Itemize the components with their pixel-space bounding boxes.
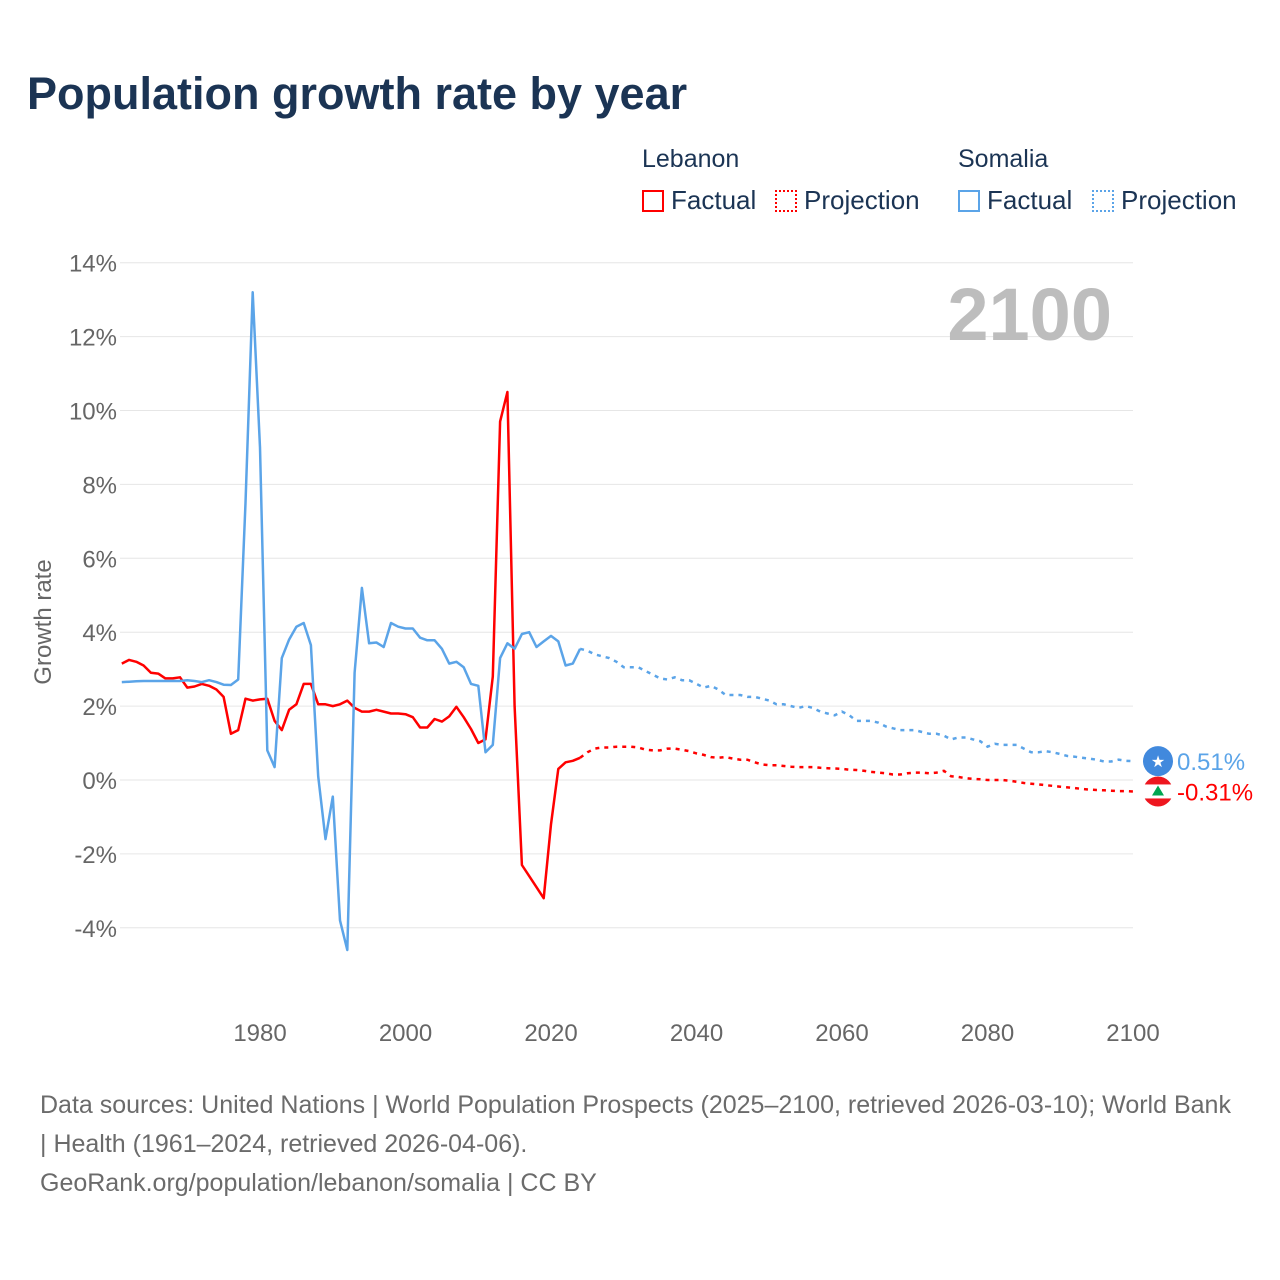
x-tick-label: 2000 [379,1020,432,1047]
y-tick-label: 4% [82,620,117,647]
x-tick-label: 2100 [1106,1020,1159,1047]
legend-swatch-dotted [775,189,797,212]
star-icon: ★ [1151,754,1165,771]
line-lebanon-factual [121,390,581,900]
somalia-flag-icon [1143,746,1173,777]
current-year-label: 2100 [947,273,1112,356]
chart-title: Population growth rate by year [27,68,688,119]
footer: Data sources: United Nations | World Pop… [40,1086,1240,1203]
x-tick-label: 2040 [670,1020,723,1047]
legend-lebanon-factual[interactable]: Factual [642,185,756,216]
y-tick-label: 10% [69,399,117,426]
line-somalia-projection [579,647,1134,763]
end-label-somalia: 0.51% [1177,749,1245,776]
legend-somalia-projection[interactable]: Projection [1092,185,1237,216]
legend-label: Factual [987,185,1073,215]
y-tick-label: -4% [74,916,117,943]
legend-label: Projection [804,185,920,215]
y-tick-label: 12% [69,325,117,352]
y-tick-label: 6% [82,546,117,573]
legend-swatch-solid [958,189,980,212]
legend-lebanon-projection[interactable]: Projection [775,185,920,216]
legend-somalia-factual[interactable]: Factual [958,185,1072,216]
legend-group-somalia: Somalia [958,145,1049,173]
x-tick-label: 1980 [233,1020,286,1047]
y-tick-label: -2% [74,842,117,869]
y-tick-label: 0% [82,768,117,795]
end-label-lebanon: -0.31% [1177,779,1253,806]
legend-swatch-dotted [1092,189,1114,212]
y-tick-label: 8% [82,472,117,499]
cedar-icon [1152,785,1164,796]
y-tick-label: 2% [82,694,117,721]
legend-group-lebanon: Lebanon [642,145,740,173]
legend-swatch-solid [642,189,664,212]
x-tick-label: 2080 [961,1020,1014,1047]
data-sources: Data sources: United Nations | World Pop… [40,1091,1231,1158]
y-tick-label: 14% [69,251,117,278]
y-axis-label: Growth rate [30,559,57,684]
legend-label: Factual [671,185,757,215]
line-lebanon-projection [579,745,1134,793]
x-tick-label: 2060 [815,1020,868,1047]
line-somalia-factual [121,291,582,952]
attribution-link[interactable]: GeoRank.org/population/lebanon/somalia |… [40,1169,597,1197]
legend-label: Projection [1121,185,1237,215]
x-tick-label: 2020 [524,1020,577,1047]
